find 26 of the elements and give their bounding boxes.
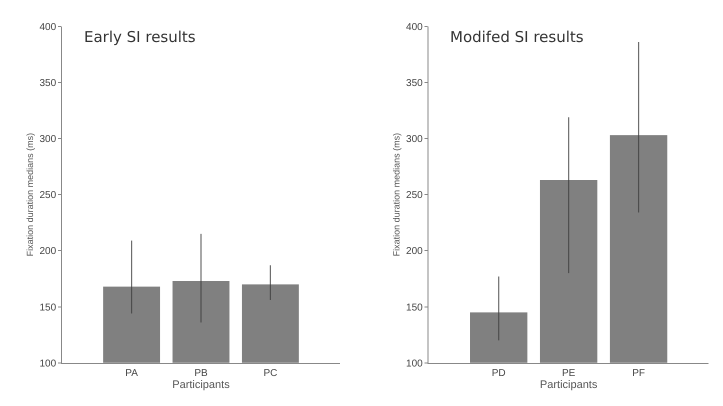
x-tick-label: PF xyxy=(632,368,645,379)
y-tick-label: 100 xyxy=(39,358,57,370)
x-tick-label: PD xyxy=(492,368,506,379)
y-tick-label: 250 xyxy=(406,190,424,202)
y-tick-label: 200 xyxy=(406,246,424,258)
x-tick-label: PC xyxy=(263,368,278,379)
x-axis-title: Participants xyxy=(540,379,598,392)
y-tick-label: 400 xyxy=(39,22,57,33)
y-tick-label: 150 xyxy=(406,302,424,314)
x-axis-title: Participants xyxy=(172,379,230,392)
y-tick-label: 350 xyxy=(39,78,57,89)
chart-title: Modifed SI results xyxy=(450,28,584,46)
y-tick-label: 200 xyxy=(39,246,57,258)
chart-title: Early SI results xyxy=(84,28,196,46)
y-tick-label: 250 xyxy=(39,190,57,202)
x-tick-label: PE xyxy=(562,368,576,379)
y-tick-label: 100 xyxy=(406,358,424,370)
y-axis-title: Fixation duration medians (ms) xyxy=(391,132,402,256)
y-axis-title: Fixation duration medians (ms) xyxy=(24,132,35,256)
y-tick-label: 150 xyxy=(39,302,57,314)
y-tick-label: 400 xyxy=(406,22,424,33)
y-tick-label: 350 xyxy=(406,78,424,89)
y-tick-label: 300 xyxy=(39,134,57,146)
x-tick-label: PA xyxy=(125,368,138,379)
y-tick-label: 300 xyxy=(406,134,424,146)
x-tick-label: PB xyxy=(194,368,208,379)
